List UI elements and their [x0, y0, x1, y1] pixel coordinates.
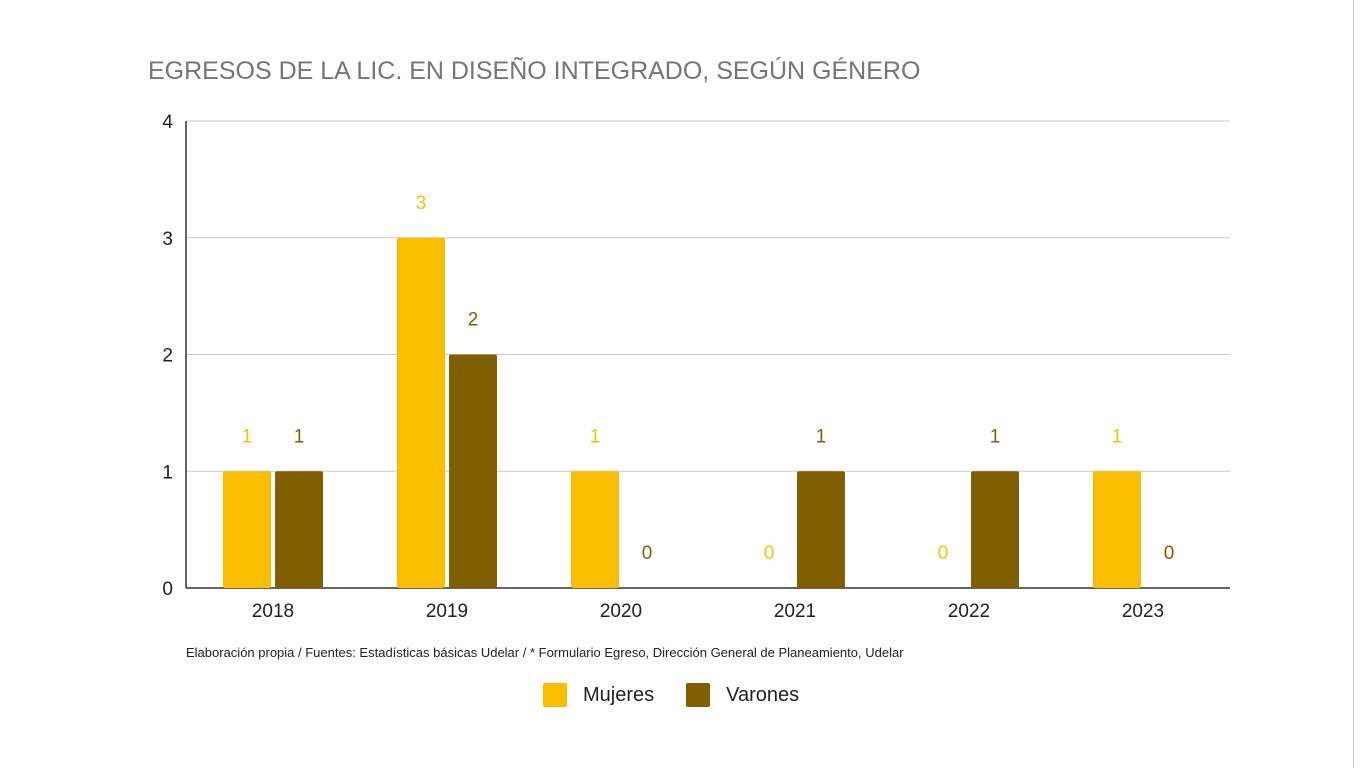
legend-label: Varones — [726, 683, 800, 706]
page-edge-divider — [1353, 0, 1354, 768]
data-label-varones-2022: 1 — [990, 426, 1001, 447]
data-label-mujeres-2018: 1 — [242, 426, 253, 447]
data-label-mujeres-2019: 3 — [416, 193, 427, 214]
data-label-mujeres-2021: 0 — [764, 543, 775, 564]
y-tick-label: 3 — [162, 229, 173, 250]
x-tick-label: 2019 — [426, 601, 468, 622]
y-tick-label: 2 — [162, 346, 173, 367]
chart-title: EGRESOS DE LA LIC. EN DISEÑO INTEGRADO, … — [148, 57, 921, 85]
y-tick-label: 0 — [162, 579, 173, 600]
bar-mujeres-2018 — [223, 471, 271, 588]
data-label-mujeres-2022: 0 — [938, 543, 949, 564]
data-label-varones-2021: 1 — [816, 426, 827, 447]
data-label-varones-2018: 1 — [294, 426, 305, 447]
x-tick-label: 2020 — [600, 601, 642, 622]
data-label-varones-2019: 2 — [468, 310, 479, 331]
y-tick-label: 4 — [162, 112, 173, 133]
bar-mujeres-2019 — [397, 237, 445, 588]
bar-varones-2019 — [449, 354, 497, 588]
legend-swatch — [686, 683, 711, 707]
x-tick-label: 2021 — [774, 601, 816, 622]
bar-varones-2022 — [971, 471, 1019, 588]
y-tick-label: 1 — [162, 462, 173, 483]
data-label-mujeres-2023: 1 — [1112, 426, 1123, 447]
legend-label: Mujeres — [583, 683, 655, 706]
x-tick-label: 2018 — [252, 601, 294, 622]
x-tick-label: 2022 — [948, 601, 990, 622]
data-label-varones-2020: 0 — [642, 543, 653, 564]
legend-swatch — [543, 683, 567, 707]
bar-varones-2021 — [797, 471, 845, 588]
bar-mujeres-2020 — [571, 471, 619, 588]
legend-item-mujeres: Mujeres — [543, 683, 654, 707]
bar-mujeres-2023 — [1093, 471, 1141, 588]
legend-item-varones: Varones — [686, 683, 799, 707]
source-note: Elaboración propia / Fuentes: Estadístic… — [186, 645, 904, 660]
data-label-varones-2023: 0 — [1164, 543, 1175, 564]
bar-chart: 0 1 2 3 4 1 1 2018 3 2 2019 1 0 2020 0 1 2021 0 1 2022 1 0 202… — [162, 112, 1230, 622]
chart-legend: Mujeres Varones — [543, 683, 831, 707]
bar-varones-2018 — [275, 471, 323, 588]
x-tick-label: 2023 — [1122, 601, 1164, 622]
data-label-mujeres-2020: 1 — [590, 426, 601, 447]
